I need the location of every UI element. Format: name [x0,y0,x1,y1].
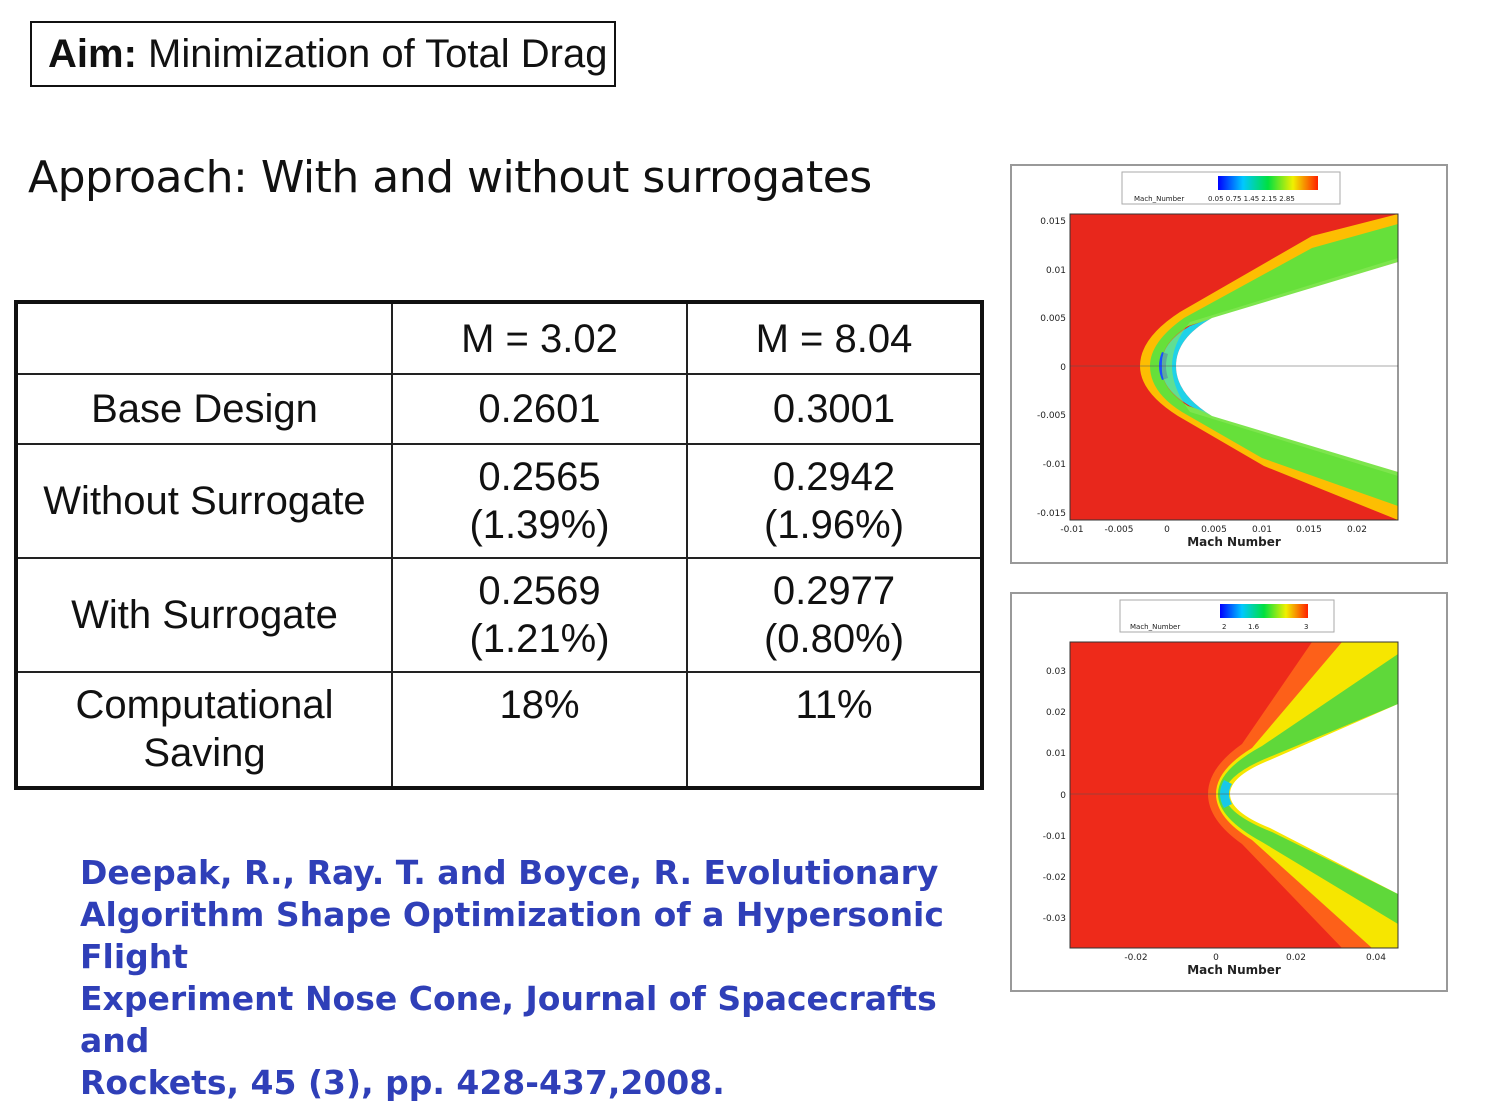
cell-base-m804: 0.3001 [686,373,983,445]
table-header-m302: M = 3.02 [391,301,688,375]
row-label-without: Without Surrogate [15,443,393,559]
value: 0.2942 [772,455,896,499]
table-header-empty [15,301,393,375]
nose-cone-body [1176,262,1398,472]
y-tick-label: -0.02 [1043,873,1066,883]
nose-cone-body [1230,704,1398,894]
contour-svg-2: Mach_Number 2 1.6 3 0.03 0.02 0.01 0 -0.… [1043,599,1399,977]
table-row: Without Surrogate 0.2565 (1.39%) 0.2942 … [15,443,983,559]
table-header-m804: M = 8.04 [686,301,983,375]
legend-colorbar [1220,604,1308,618]
x-tick-label: 0 [1213,953,1219,963]
x-tick-label: -0.005 [1104,525,1133,535]
y-tick-label: 0 [1060,791,1066,801]
percent: (1.39%) [469,503,610,547]
shock-layer-green [1150,224,1398,506]
value: 0.2569 [478,569,601,613]
contour-svg-1: Mach_Number 0.05 0.75 1.45 2.15 2.85 0.0… [1037,171,1399,549]
citation-line: Algorithm Shape Optimization of a Hypers… [80,895,944,976]
shock-layer-green [1218,654,1398,924]
label-line: Computational [75,683,334,727]
x-tick-label: 0.02 [1286,953,1306,963]
y-tick-label: 0 [1060,363,1066,373]
legend-values: 0.05 0.75 1.45 2.15 2.85 [1208,195,1295,203]
mach-contour-plot-1: Mach_Number 0.05 0.75 1.45 2.15 2.85 0.0… [1010,164,1448,564]
percent: (1.21%) [469,617,610,661]
approach-heading: Approach: With and without surrogates [28,152,872,203]
cell-saving-m302: 18% [391,671,688,789]
table-header-row: M = 3.02 M = 8.04 [15,301,983,375]
cell-without-m302: 0.2565 (1.39%) [391,443,688,559]
x-tick-label: 0.01 [1252,525,1272,535]
legend-value: 3 [1304,623,1308,631]
y-tick-label: -0.01 [1043,460,1066,470]
row-label-saving: Computational Saving [15,671,393,789]
x-tick-label: 0.04 [1366,953,1386,963]
x-tick-label: 0.015 [1296,525,1322,535]
row-label-with: With Surrogate [15,557,393,673]
table-row: Computational Saving 18% 11% [15,671,983,789]
plot-border [1069,213,1399,521]
y-tick-label: -0.01 [1043,832,1066,842]
y-tick-label: 0.005 [1040,314,1066,324]
y-tick-label: -0.005 [1037,411,1066,421]
aim-box: Aim: Minimization of Total Drag [30,21,616,87]
x-tick-label: -0.02 [1124,953,1147,963]
results-table: M = 3.02 M = 8.04 Base Design 0.2601 0.3… [14,300,984,790]
y-tick-label: 0.01 [1046,266,1066,276]
y-tick-label: -0.015 [1037,509,1066,519]
legend-title: Mach_Number [1130,623,1180,631]
mach-contour-plot-2: Mach_Number 2 1.6 3 0.03 0.02 0.01 0 -0.… [1010,592,1448,992]
value: 0.2977 [772,569,896,613]
percent: (0.80%) [763,617,905,661]
y-tick-label: 0.01 [1046,749,1066,759]
x-tick-label: 0 [1164,525,1170,535]
plot-border [1069,641,1399,949]
aim-text: Minimization of Total Drag [136,32,608,76]
cell-base-m302: 0.2601 [391,373,688,445]
citation-line: Experiment Nose Cone, Journal of Spacecr… [80,979,937,1060]
y-tick-label: 0.03 [1046,667,1066,677]
x-tick-label: 0.02 [1347,525,1367,535]
row-label-base: Base Design [15,373,393,445]
citation-line: Rockets, 45 (3), pp. 428-437,2008. [80,1063,725,1102]
legend-value: 2 [1222,623,1226,631]
y-tick-label: 0.02 [1046,708,1066,718]
label-line: Saving [143,731,266,775]
cell-without-m804: 0.2942 (1.96%) [686,443,983,559]
citation-line: Deepak, R., Ray. T. and Boyce, R. Evolut… [80,853,939,892]
legend-colorbar [1218,176,1318,190]
aim-label: Aim: [48,32,137,76]
x-axis-title: Mach Number [1187,963,1281,977]
cell-with-m804: 0.2977 (0.80%) [686,557,983,673]
table-row: With Surrogate 0.2569 (1.21%) 0.2977 (0.… [15,557,983,673]
x-tick-label: -0.01 [1060,525,1083,535]
percent: (1.96%) [763,503,905,547]
legend-title: Mach_Number [1134,195,1184,203]
citation: Deepak, R., Ray. T. and Boyce, R. Evolut… [80,852,980,1104]
y-tick-label: 0.015 [1040,217,1066,227]
x-axis-title: Mach Number [1187,535,1281,549]
y-tick-label: -0.03 [1043,914,1066,924]
shock-layer-inner [1161,258,1398,476]
cell-saving-m804: 11% [686,671,983,789]
table-row: Base Design 0.2601 0.3001 [15,373,983,445]
cell-with-m302: 0.2569 (1.21%) [391,557,688,673]
value: 0.2565 [478,455,601,499]
legend-value: 1.6 [1248,623,1260,631]
x-tick-label: 0.005 [1201,525,1227,535]
